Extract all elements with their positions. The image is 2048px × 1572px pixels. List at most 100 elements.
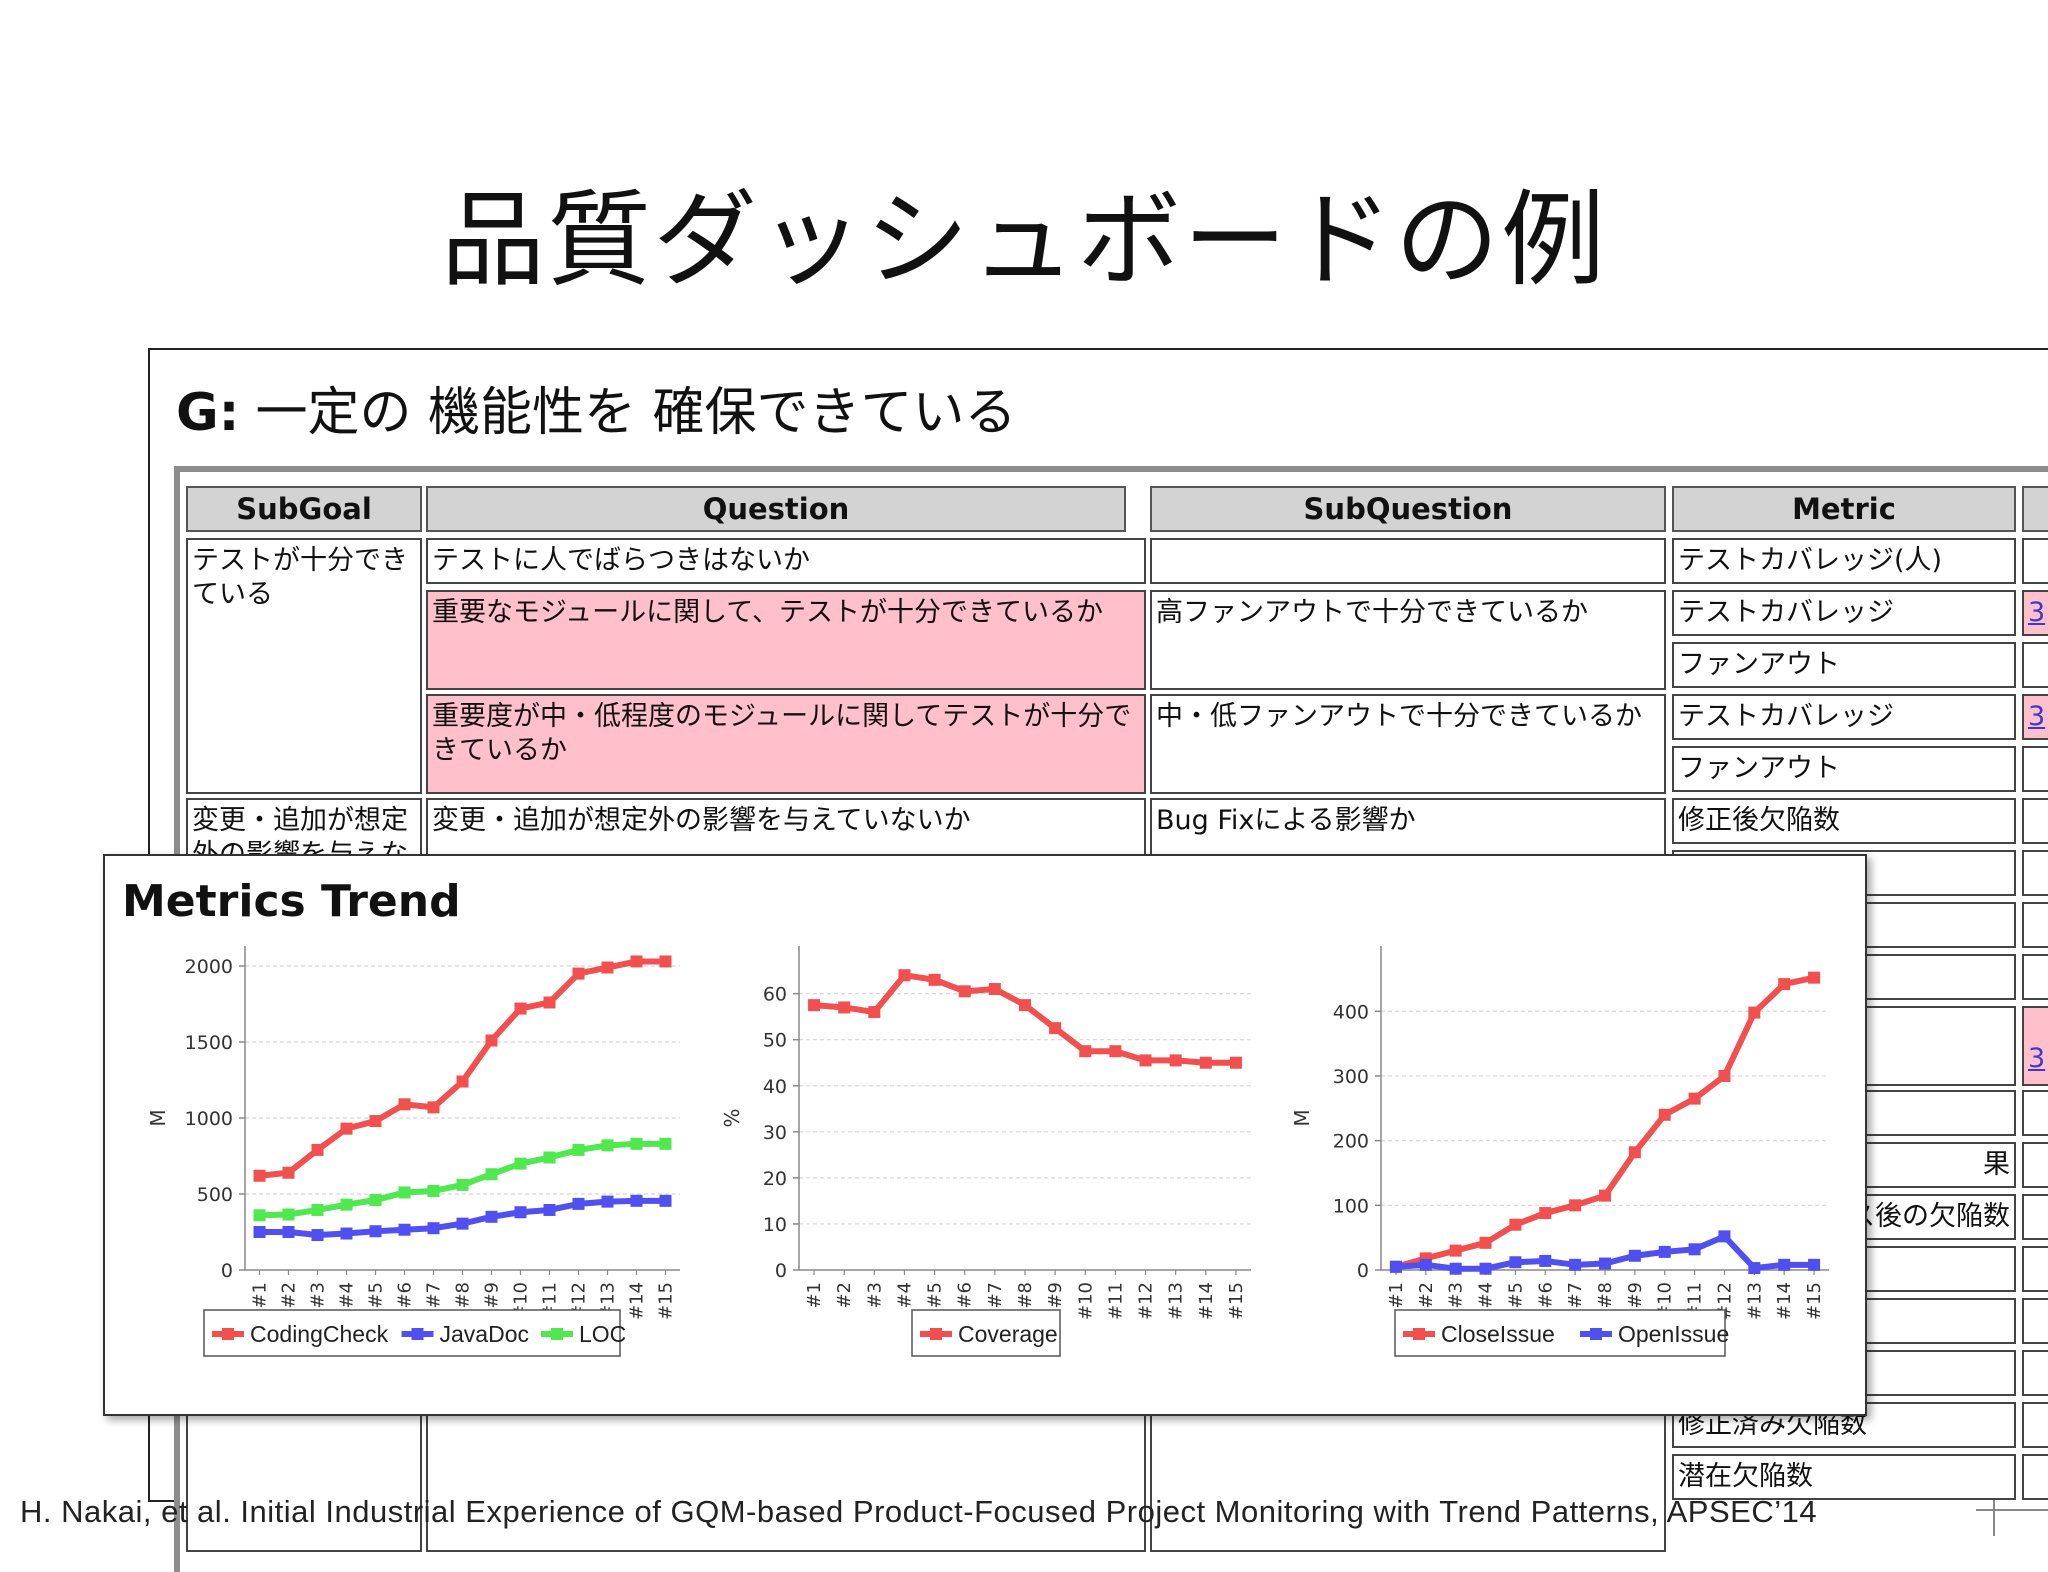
data-point-JavaDoc xyxy=(543,1203,556,1216)
legend-swatch-marker xyxy=(551,1328,563,1340)
x-tick-label: #15 xyxy=(656,1282,677,1320)
data-point-LOC xyxy=(543,1151,556,1164)
data-point-CloseIssue xyxy=(1628,1146,1641,1159)
data-point-CodingCheck xyxy=(601,961,614,974)
data-point-LOC xyxy=(514,1157,527,1170)
data-point-OpenIssue xyxy=(1509,1256,1522,1269)
data-point-LOC xyxy=(282,1208,295,1221)
data-point-Coverage xyxy=(868,1006,881,1019)
data-point-CodingCheck xyxy=(253,1169,266,1182)
x-tick-label: #11 xyxy=(1105,1282,1126,1320)
data-point-JavaDoc xyxy=(514,1206,527,1219)
data-point-CloseIssue xyxy=(1748,1006,1761,1019)
data-point-CloseIssue xyxy=(1449,1244,1462,1257)
x-tick-label: #8 xyxy=(1015,1282,1036,1309)
data-point-CodingCheck xyxy=(572,967,585,980)
extra-cell-12 xyxy=(2022,1142,2048,1188)
data-point-Coverage xyxy=(1079,1045,1092,1058)
subquestion-cell-3: 中・低ファンアウトで十分できているか xyxy=(1150,694,1666,794)
data-point-LOC xyxy=(340,1198,353,1211)
x-tick-label: #9 xyxy=(482,1282,503,1309)
legend-swatch-marker xyxy=(1590,1328,1602,1340)
metric-value-link-3[interactable]: 3 xyxy=(2028,1043,2046,1074)
data-point-CloseIssue xyxy=(1479,1236,1492,1249)
extra-cell-5 xyxy=(2022,746,2048,792)
metric-cell-5: ファンアウト xyxy=(1672,746,2016,792)
data-point-CloseIssue xyxy=(1808,971,1821,984)
legend-swatch-marker xyxy=(930,1328,942,1340)
extra-cell-2[interactable]: 3 xyxy=(2022,590,2048,636)
extra-cell-10[interactable]: 3 xyxy=(2022,1006,2048,1086)
data-point-CloseIssue xyxy=(1509,1218,1522,1231)
data-point-CodingCheck xyxy=(282,1166,295,1179)
data-point-LOC xyxy=(427,1184,440,1197)
data-point-JavaDoc xyxy=(427,1222,440,1235)
y-tick-label: 40 xyxy=(763,1076,787,1098)
data-point-OpenIssue xyxy=(1419,1258,1432,1271)
legend-label: OpenIssue xyxy=(1618,1321,1729,1347)
metric-cell-2: テストカバレッジ xyxy=(1672,590,2016,636)
data-point-OpenIssue xyxy=(1658,1245,1671,1258)
extra-cell-16 xyxy=(2022,1350,2048,1396)
citation: H. Nakai, et al. Initial Industrial Expe… xyxy=(20,1494,1818,1529)
x-tick-label: #15 xyxy=(1226,1282,1247,1320)
x-tick-label: #3 xyxy=(308,1282,329,1309)
data-point-OpenIssue xyxy=(1479,1262,1492,1275)
x-tick-label: #14 xyxy=(627,1282,648,1320)
data-point-CodingCheck xyxy=(485,1034,498,1047)
metric-cell-3: ファンアウト xyxy=(1672,642,2016,688)
legend-label: Coverage xyxy=(958,1321,1058,1347)
data-point-JavaDoc xyxy=(630,1194,643,1207)
data-point-Coverage xyxy=(1229,1056,1242,1069)
data-point-CodingCheck xyxy=(659,955,672,968)
header-extra xyxy=(2022,486,2048,532)
chart-2: 0 10 20 30 40 50 60% #1 #2 #3 #4 #5 #6 #7 #8 #9 #10 #11 #1… xyxy=(720,946,1251,1357)
data-point-OpenIssue xyxy=(1569,1258,1582,1271)
data-point-CodingCheck xyxy=(311,1143,324,1156)
header-metric: Metric xyxy=(1672,486,2016,532)
goal-text: 一定の 機能性を 確保できている xyxy=(255,383,1017,443)
slide-title: 品質ダッシュボードの例 xyxy=(440,179,1607,301)
x-tick-label: #14 xyxy=(1196,1282,1217,1320)
data-point-Coverage xyxy=(1109,1045,1122,1058)
data-point-CodingCheck xyxy=(630,955,643,968)
legend-swatch-marker xyxy=(411,1328,424,1340)
y-tick-label: 1500 xyxy=(185,1032,233,1054)
extra-cell-11 xyxy=(2022,1090,2048,1136)
metrics-trend-window: Metrics Trend 0 500 1000 1500 2000 M #1 #2 #3 #4 #… xyxy=(103,854,1867,1416)
question-cell-2: 重要なモジュールに関して、テストが十分できているか xyxy=(426,590,1146,690)
y-tick-label: 50 xyxy=(763,1030,787,1052)
y-tick-label: 30 xyxy=(763,1122,787,1144)
data-point-CloseIssue xyxy=(1539,1207,1552,1220)
y-axis-label: M xyxy=(146,1109,170,1126)
x-tick-label: #7 xyxy=(985,1282,1006,1309)
data-point-JavaDoc xyxy=(659,1194,672,1207)
data-point-CodingCheck xyxy=(543,996,556,1009)
question-cell-3: 重要度が中・低程度のモジュールに関してテストが十分できているか xyxy=(426,694,1146,794)
data-point-CodingCheck xyxy=(369,1115,382,1128)
y-tick-label: 400 xyxy=(1333,1001,1369,1023)
x-tick-label: #8 xyxy=(1595,1282,1616,1309)
data-point-CodingCheck xyxy=(514,1002,527,1015)
metric-value-link-1[interactable]: 3 xyxy=(2028,597,2046,628)
data-point-JavaDoc xyxy=(253,1226,266,1238)
y-tick-label: 2000 xyxy=(185,956,233,978)
x-tick-label: #5 xyxy=(366,1282,387,1309)
extra-cell-6 xyxy=(2022,798,2048,844)
series-line-CloseIssue xyxy=(1392,974,1818,1270)
data-point-JavaDoc xyxy=(485,1210,498,1223)
x-tick-label: #4 xyxy=(1476,1282,1497,1309)
corner-decoration xyxy=(1976,1500,2048,1536)
y-tick-label: 0 xyxy=(1357,1260,1369,1282)
data-point-JavaDoc xyxy=(311,1229,324,1242)
extra-cell-4[interactable]: 3 xyxy=(2022,694,2048,740)
metric-value-link-2[interactable]: 3 xyxy=(2028,701,2046,732)
data-point-Coverage xyxy=(928,973,941,986)
legend-label: CodingCheck xyxy=(250,1321,389,1347)
data-point-JavaDoc xyxy=(398,1223,411,1236)
legend-label: JavaDoc xyxy=(440,1321,529,1347)
data-point-OpenIssue xyxy=(1628,1249,1641,1262)
y-tick-label: 20 xyxy=(763,1168,787,1190)
data-point-LOC xyxy=(311,1203,324,1216)
legend-box xyxy=(1394,1309,1726,1357)
